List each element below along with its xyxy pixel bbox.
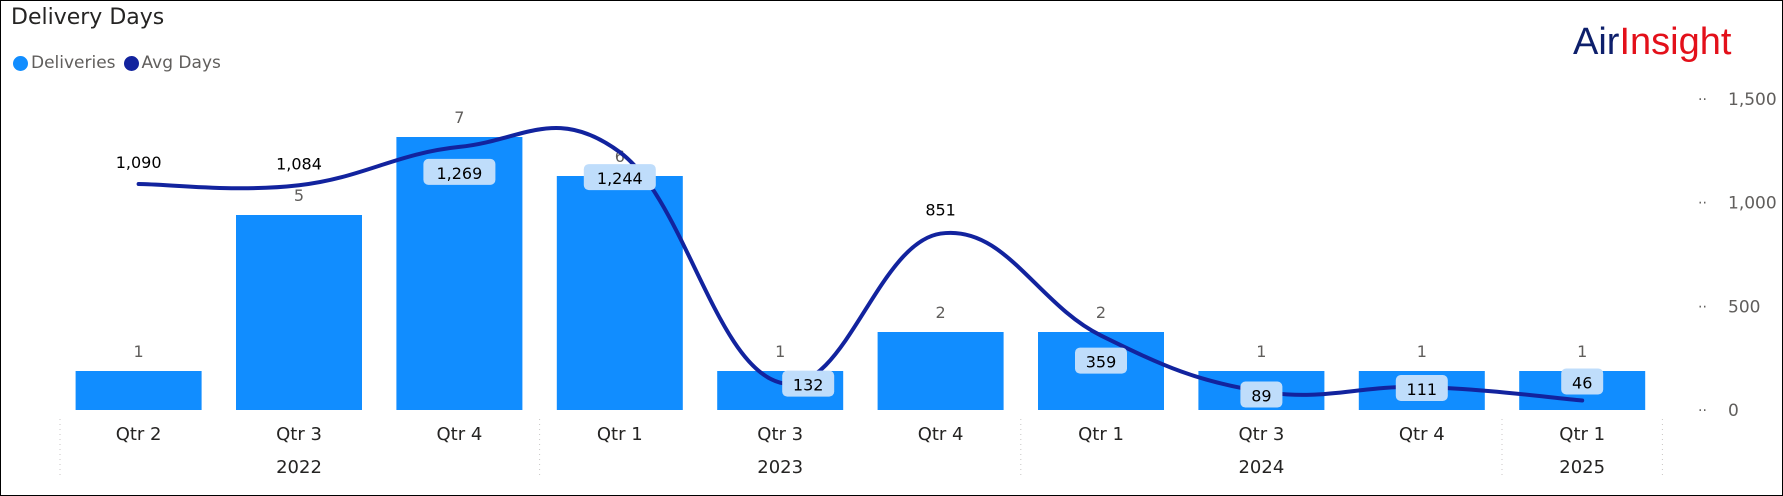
legend-label: Avg Days <box>141 53 221 73</box>
y-axis-tick-label: 0 <box>1728 401 1739 421</box>
airinsight-logo: AirInsight <box>1573 21 1731 64</box>
line-data-label-box <box>1561 368 1604 395</box>
line-data-label: 359 <box>1086 353 1117 372</box>
bar-data-label: 1 <box>775 342 785 361</box>
bar-data-label: 1 <box>1256 342 1266 361</box>
legend-label: Deliveries <box>31 53 116 73</box>
x-axis-category-label: Qtr 1 <box>597 424 643 445</box>
x-axis-category-label: Qtr 2 <box>116 424 162 445</box>
legend: Deliveries Avg Days <box>13 53 225 73</box>
x-axis-category-label: Qtr 4 <box>918 424 964 445</box>
bar-data-label: 5 <box>294 186 304 205</box>
line-data-label: 1,269 <box>436 164 482 183</box>
axis-tick-dots: ·· <box>1698 299 1707 315</box>
line-data-label-box <box>1075 347 1127 374</box>
line-data-label-box <box>423 158 496 185</box>
legend-item-deliveries[interactable]: Deliveries <box>13 53 116 73</box>
legend-marker-avg-days <box>123 55 139 71</box>
bar-data-label: 2 <box>1096 303 1106 322</box>
x-axis-category-label: Qtr 4 <box>1399 424 1445 445</box>
line-avg-days <box>136 126 1585 403</box>
line-data-label: 1,244 <box>597 169 643 188</box>
line-data-label: 89 <box>1251 387 1271 406</box>
x-axis-year-label: 2022 <box>276 457 322 478</box>
x-axis-year-label: 2024 <box>1238 457 1284 478</box>
legend-marker-deliveries <box>13 55 28 71</box>
y-axis-tick-label: 1,500 <box>1728 90 1777 110</box>
legend-item-avg-days[interactable]: Avg Days <box>123 53 221 73</box>
axis-tick-dots: ·· <box>1698 403 1707 419</box>
line-data-label: 111 <box>1407 380 1438 399</box>
bar-deliveries <box>877 332 1004 410</box>
bar-deliveries <box>236 215 362 410</box>
x-axis-year-label: 2025 <box>1559 457 1605 478</box>
line-data-label-box <box>782 370 835 397</box>
bar-data-label: 1 <box>1577 342 1587 361</box>
x-axis-category-label: Qtr 3 <box>276 424 322 445</box>
y-axis-tick-label: 1,000 <box>1728 194 1777 214</box>
bar-data-label: 6 <box>615 147 625 166</box>
line-data-label: 851 <box>925 201 956 220</box>
x-axis-year-label: 2023 <box>757 457 803 478</box>
line-data-label: 1,090 <box>116 153 162 172</box>
y-axis-tick-label: 500 <box>1728 297 1760 317</box>
line-data-label-box <box>583 164 656 191</box>
logo-part-air: Air <box>1573 21 1620 63</box>
x-axis-category-label: Qtr 3 <box>757 424 803 445</box>
x-axis-category-label: Qtr 4 <box>436 424 482 445</box>
bar-data-label: 1 <box>1417 342 1427 361</box>
bar-deliveries <box>75 371 202 410</box>
line-data-label: 132 <box>793 376 824 395</box>
x-axis-category-label: Qtr 3 <box>1238 424 1284 445</box>
line-data-label: 1,084 <box>276 154 322 173</box>
axis-tick-dots: ·· <box>1698 196 1707 212</box>
line-data-label-box <box>1395 374 1448 401</box>
line-data-label: 46 <box>1572 373 1592 392</box>
line-data-label-box <box>1240 381 1283 408</box>
x-axis-category-label: Qtr 1 <box>1078 424 1124 445</box>
bar-data-label: 7 <box>454 108 464 127</box>
x-axis-category-label: Qtr 1 <box>1559 424 1605 445</box>
bar-data-label: 2 <box>936 303 946 322</box>
bar-deliveries <box>556 176 683 410</box>
axis-tick-dots: ·· <box>1698 92 1707 108</box>
logo-part-insight: Insight <box>1619 21 1732 63</box>
chart-title: Delivery Days <box>11 5 165 30</box>
bar-data-label: 1 <box>134 342 144 361</box>
